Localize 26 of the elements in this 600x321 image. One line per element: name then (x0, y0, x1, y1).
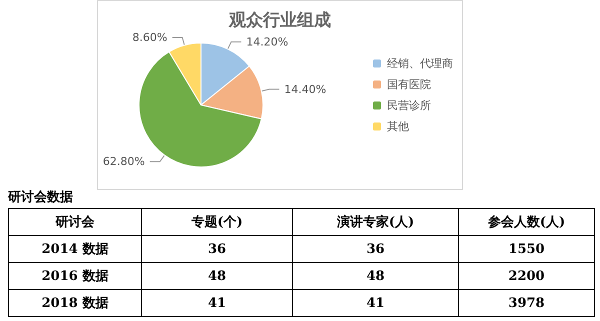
data-label: 14.20% (246, 35, 288, 48)
legend-label: 国有医院 (387, 78, 431, 91)
y-tick-label: 2018 数据 (8, 290, 142, 316)
x-tick-label: 参会人数(人) (458, 208, 594, 236)
data-label: 36 (142, 236, 292, 262)
data-label: 41 (292, 290, 458, 316)
y-tick-label: 2016 数据 (8, 262, 142, 290)
data-label: 8.60% (132, 31, 168, 44)
data-label: 48 (142, 262, 292, 290)
y-tick-label: 2014 数据 (8, 236, 142, 262)
data-label: 14.40% (284, 82, 326, 96)
data-label: 3978 (458, 290, 594, 316)
data-label: 36 (292, 236, 458, 262)
data-label: 48 (292, 262, 458, 290)
legend-label: 经销、代理商 (387, 57, 453, 70)
x-tick-label: 演讲专家(人) (292, 208, 458, 236)
y-axis-title: 研讨会 (8, 208, 142, 236)
x-tick-label: 专题(个) (142, 208, 292, 236)
data-label: 1550 (458, 236, 594, 262)
chart-title: 观众行业组成 (228, 10, 331, 30)
data-label: 62.80% (102, 155, 145, 168)
data-label: 2200 (458, 262, 594, 290)
chart-title: 研讨会数据 (8, 189, 74, 207)
legend-label: 其他 (387, 120, 409, 133)
data-label: 41 (142, 290, 292, 316)
legend-label: 民营诊所 (387, 99, 431, 112)
